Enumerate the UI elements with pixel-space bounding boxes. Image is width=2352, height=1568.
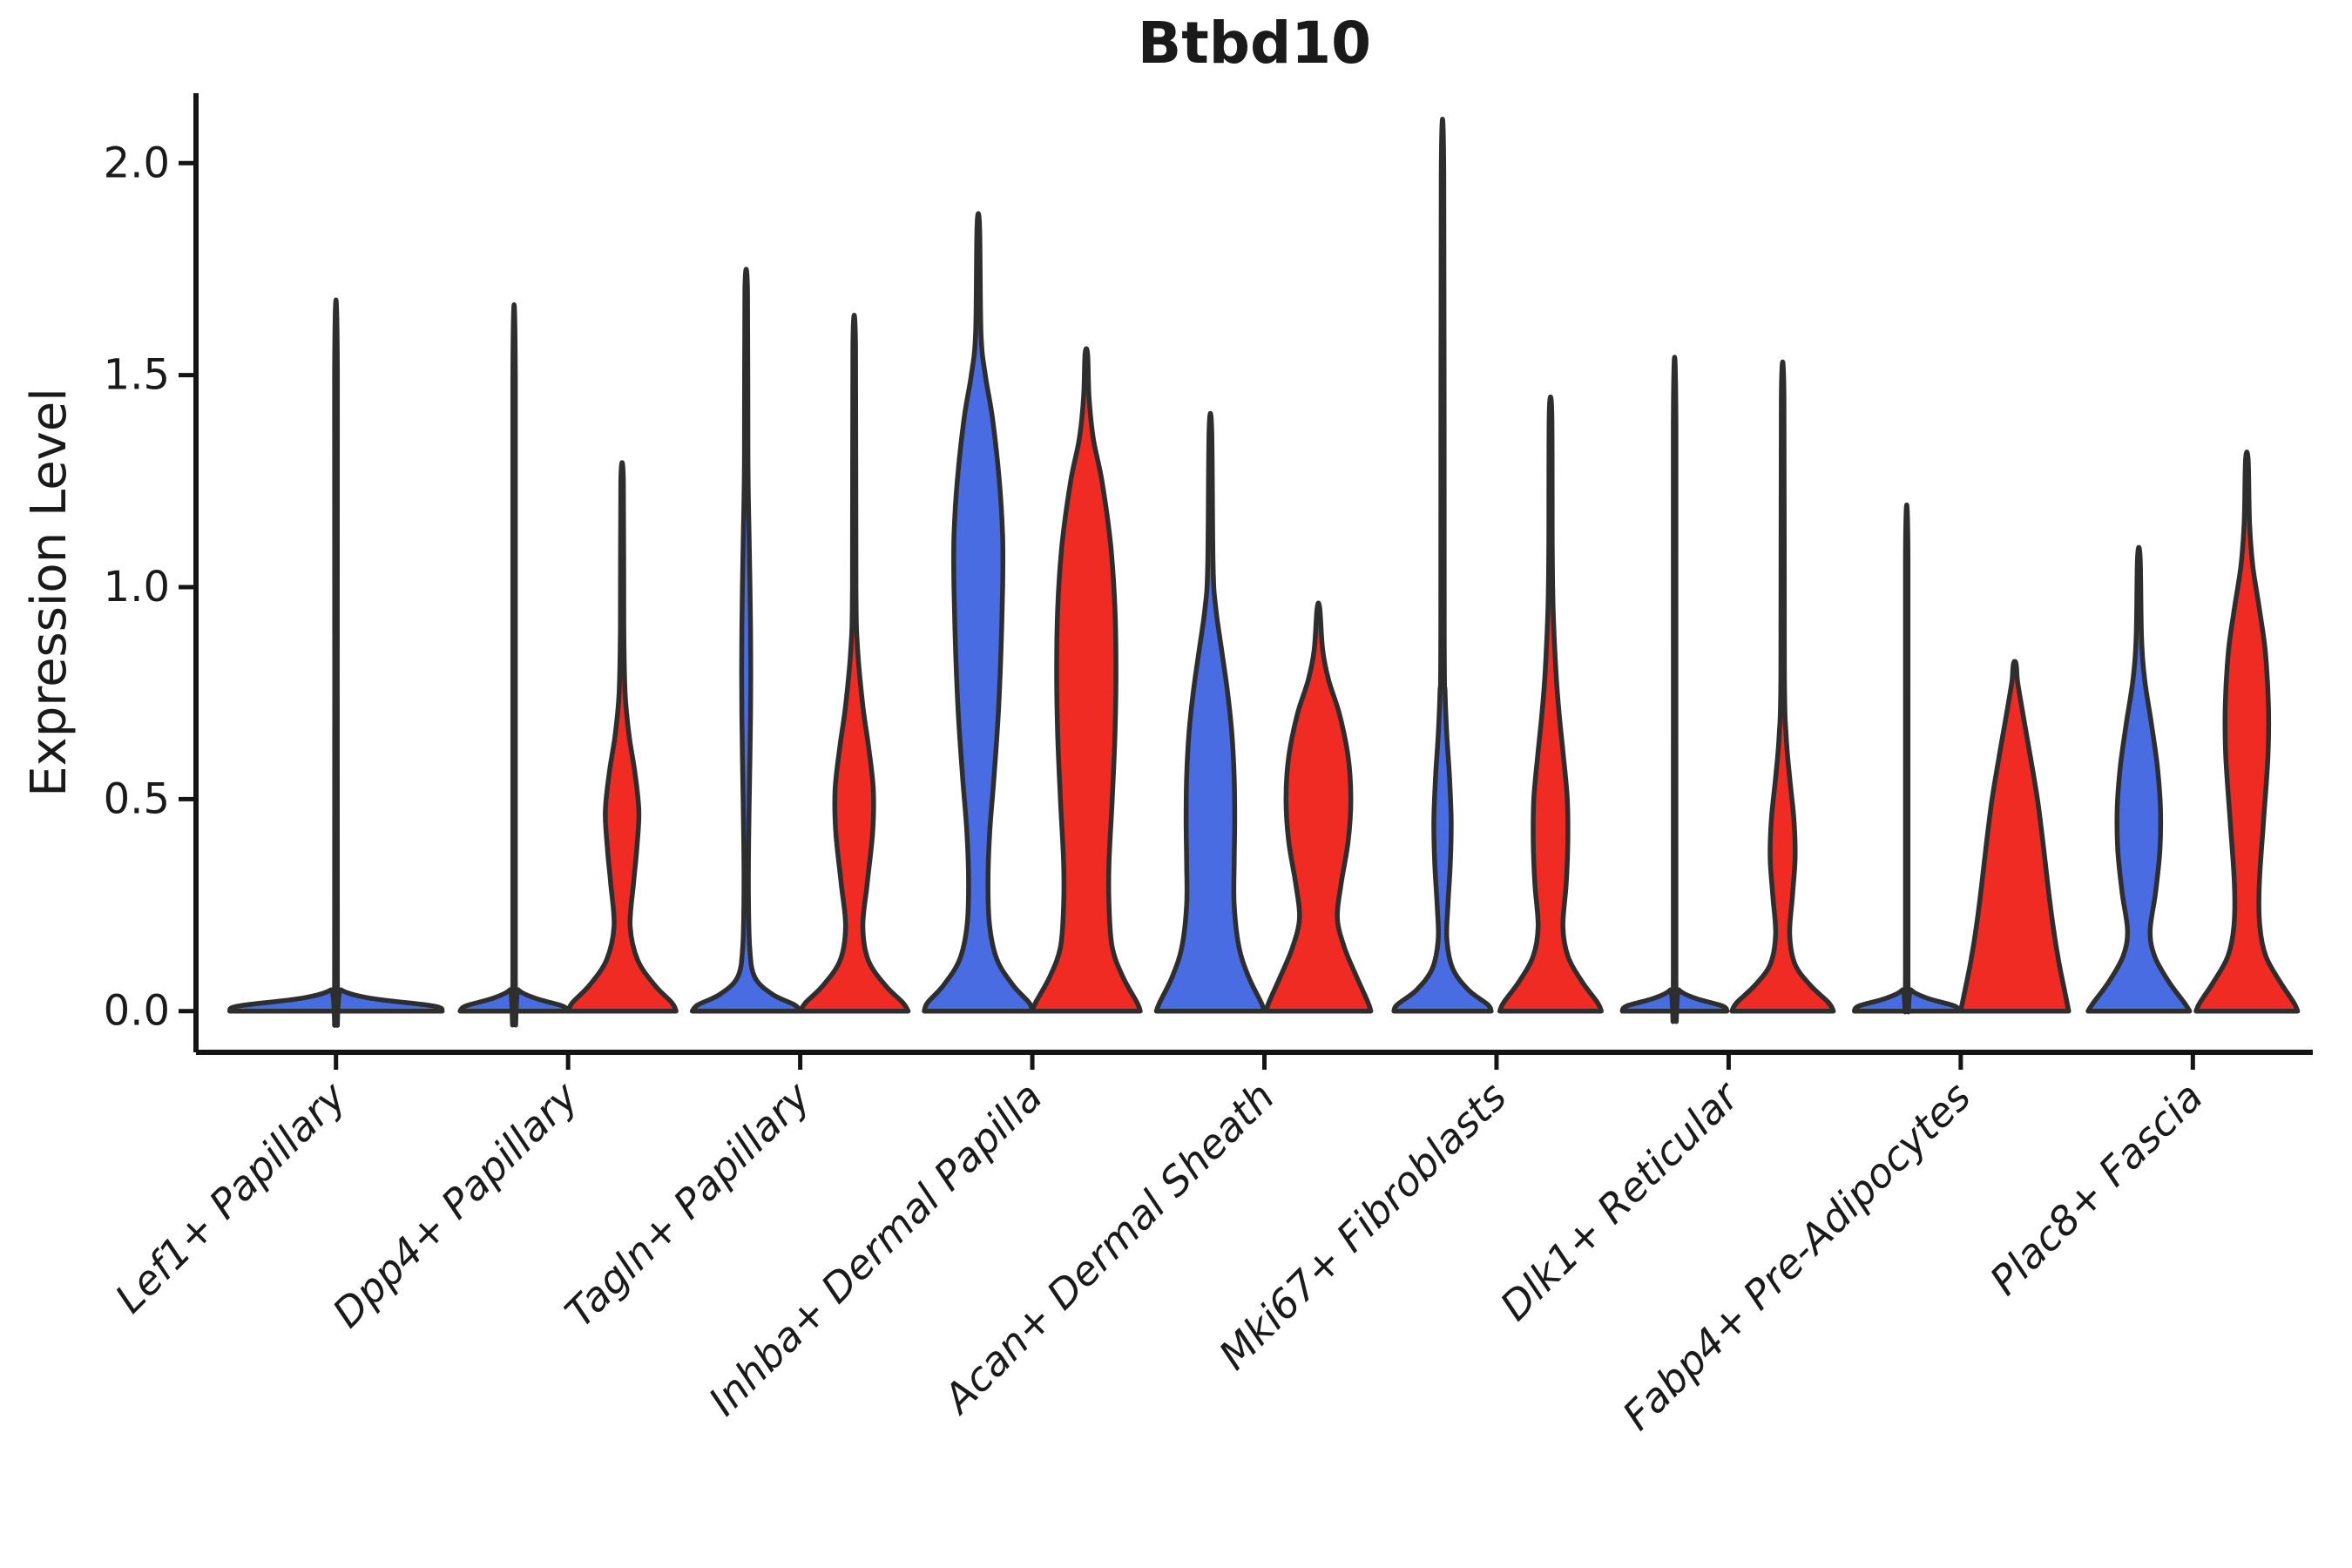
violin-acan-red (1263, 600, 1374, 1014)
violin-plac8-red (2193, 449, 2301, 1014)
violin-layer (226, 117, 2301, 1028)
y-tick-label: 2.0 (104, 139, 170, 187)
chart-title: Btbd10 (1138, 10, 1371, 77)
violin-inhba-blue (922, 211, 1035, 1014)
violin-lef1-single (226, 297, 445, 1028)
violin-dlk1-blue (1619, 355, 1730, 1024)
violin-dpp4-red (565, 460, 679, 1014)
y-tick-label: 0.5 (104, 774, 170, 823)
violin-fabp4-blue (1851, 503, 1962, 1015)
violin-tagln-red (797, 313, 911, 1014)
y-axis-label: Expression Level (21, 388, 78, 797)
violin-mki67-blue (1391, 117, 1494, 1014)
violin-inhba-red (1030, 346, 1143, 1014)
violin-plac8-blue (2085, 544, 2193, 1014)
violin-dpp4-blue (457, 301, 571, 1028)
violin-mki67-red (1497, 394, 1604, 1014)
y-tick-label: 0.0 (104, 987, 170, 1036)
y-tick-label: 1.5 (104, 351, 170, 400)
violin-tagln-blue (689, 267, 803, 1014)
y-tick-label: 1.0 (104, 563, 170, 612)
violin-dlk1-red (1729, 360, 1836, 1014)
violin-fabp4-red (1958, 659, 2072, 1014)
violin-acan-blue (1153, 410, 1267, 1014)
